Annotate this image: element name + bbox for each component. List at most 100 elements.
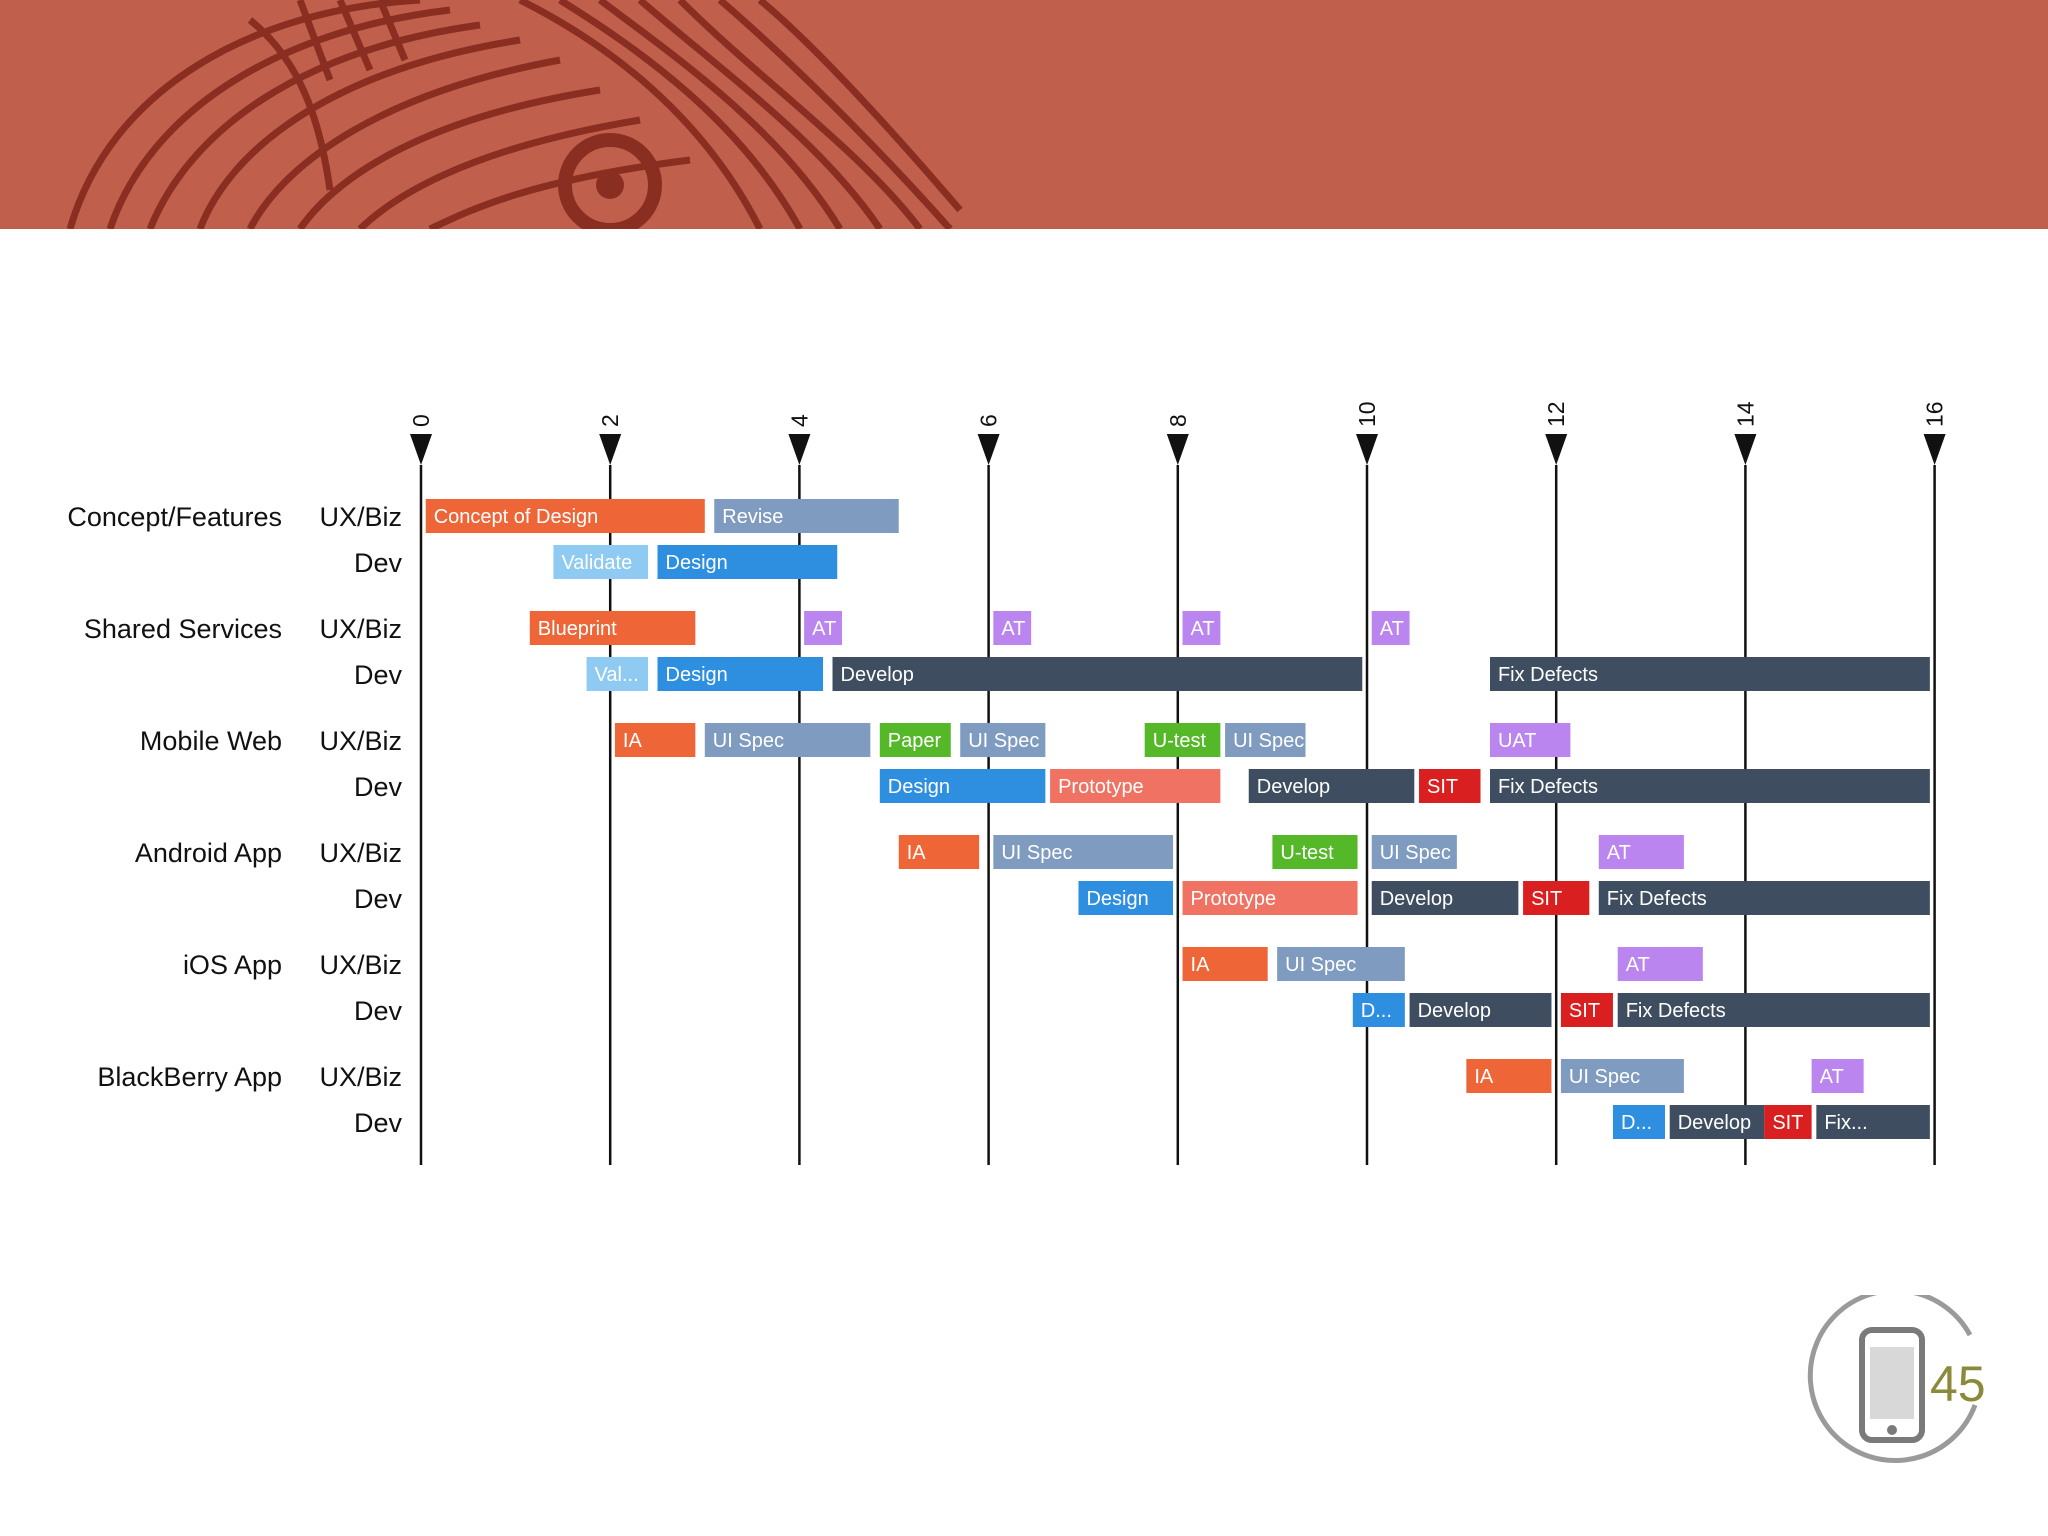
task-bar-label: UI Spec — [1233, 730, 1304, 752]
row-label: Dev — [354, 996, 403, 1026]
task-bar: Design — [657, 545, 838, 579]
task-bar: Design — [657, 657, 824, 691]
row-label: Dev — [354, 660, 403, 690]
task-bar: UI Spec — [1225, 723, 1306, 757]
banner-background — [0, 0, 2048, 229]
task-bar-rect — [1272, 835, 1358, 869]
row-label: UX/Biz — [319, 838, 402, 868]
row-label: UX/Biz — [319, 726, 402, 756]
task-bar-label: Fix Defects — [1498, 776, 1598, 798]
task-bar-label: Fix... — [1824, 1112, 1867, 1134]
task-bar-rect — [529, 611, 696, 645]
task-bar-label: UI Spec — [1569, 1066, 1640, 1088]
task-bar: Develop — [1409, 993, 1552, 1027]
task-bar-label: AT — [1820, 1066, 1844, 1088]
task-bar: AT — [1811, 1059, 1864, 1093]
task-bar-rect — [1078, 881, 1174, 915]
row-label: Dev — [354, 772, 403, 802]
task-bar: IA — [614, 723, 696, 757]
task-bar-label: AT — [1626, 954, 1650, 976]
task-bar-label: D... — [1361, 1000, 1392, 1022]
tick-label-4: 4 — [786, 414, 812, 427]
task-bar-rect — [1352, 993, 1405, 1027]
task-bar-rect — [1050, 769, 1221, 803]
task-bar: Develop — [1248, 769, 1415, 803]
task-bar-rect — [657, 657, 824, 691]
task-bar-label: IA — [623, 730, 643, 752]
task-bar-label: SIT — [1569, 1000, 1600, 1022]
task-bar-label: UI Spec — [1380, 842, 1451, 864]
task-bar: SIT — [1523, 881, 1590, 915]
task-bar-rect — [804, 611, 842, 645]
task-bar-rect — [1489, 769, 1930, 803]
timeline-ticks: 0 2 4 6 8 10 12 14 16 — [408, 401, 1948, 465]
task-bar: Develop — [1669, 1105, 1765, 1139]
task-bar-rect — [1617, 947, 1703, 981]
task-bar-rect — [1612, 1105, 1665, 1139]
task-bar-label: Develop — [1380, 888, 1453, 910]
task-bar-label: Design — [666, 552, 728, 574]
task-bar: Revise — [714, 499, 899, 533]
task-bar-rect — [1598, 881, 1930, 915]
task-bar-label: U-test — [1153, 730, 1207, 752]
task-bar-rect — [1225, 723, 1306, 757]
task-bar-label: AT — [1607, 842, 1631, 864]
task-bar-rect — [1617, 993, 1930, 1027]
task-bar-rect — [1669, 1105, 1765, 1139]
task-bar-rect — [1371, 835, 1457, 869]
task-bar-label: SIT — [1772, 1112, 1803, 1134]
tick-marker-10 — [1356, 434, 1378, 465]
task-bar-rect — [1560, 993, 1613, 1027]
task-bar-rect — [1764, 1105, 1812, 1139]
row-label: Dev — [354, 884, 403, 914]
task-bar: Fix Defects — [1489, 657, 1930, 691]
task-bar: IA — [1466, 1059, 1552, 1093]
task-bar-label: Prototype — [1058, 776, 1144, 798]
task-bar: UI Spec — [960, 723, 1046, 757]
task-bar-rect — [879, 723, 951, 757]
row-label: UX/Biz — [319, 502, 402, 532]
task-bar-rect — [553, 545, 649, 579]
group-label: Concept/Features — [67, 502, 282, 532]
task-bar-label: Develop — [1678, 1112, 1751, 1134]
task-bar-label: Fix Defects — [1626, 1000, 1726, 1022]
task-bar-label: IA — [907, 842, 927, 864]
task-bar: IA — [1182, 947, 1268, 981]
task-bar-label: D... — [1621, 1112, 1652, 1134]
task-bar-label: Concept of Design — [434, 506, 599, 528]
task-bar-rect — [993, 611, 1032, 645]
tick-marker-2 — [599, 434, 622, 465]
task-bar-label: UI Spec — [713, 730, 784, 752]
task-bar: IA — [898, 835, 980, 869]
tick-marker-12 — [1545, 434, 1568, 465]
task-bar-rect — [1466, 1059, 1552, 1093]
group-label: iOS App — [183, 950, 282, 980]
group-label: Android App — [135, 838, 282, 868]
task-bar-label: Blueprint — [538, 618, 617, 640]
shell-engraving-illustration — [66, 0, 963, 229]
task-bar: Fix... — [1816, 1105, 1930, 1139]
task-bar: D... — [1352, 993, 1405, 1027]
tick-label-16: 16 — [1922, 401, 1948, 427]
task-bar-label: UI Spec — [968, 730, 1039, 752]
task-bar-label: Develop — [1418, 1000, 1491, 1022]
task-bar-label: SIT — [1531, 888, 1562, 910]
task-bar-rect — [1182, 947, 1268, 981]
task-bar-label: Paper — [888, 730, 942, 752]
tick-marker-0 — [410, 434, 432, 465]
tick-marker-8 — [1166, 434, 1189, 465]
task-bar: D... — [1612, 1105, 1665, 1139]
task-bar-rect — [1182, 881, 1358, 915]
task-bar-label: UI Spec — [1285, 954, 1356, 976]
task-bar: Blueprint — [529, 611, 696, 645]
group-label: Shared Services — [84, 614, 282, 644]
badge-ring — [1807, 1295, 1978, 1463]
task-bar: AT — [1371, 611, 1410, 645]
task-bar-label: Develop — [841, 664, 914, 686]
task-bar-label: IA — [1191, 954, 1211, 976]
tick-marker-14 — [1734, 434, 1757, 465]
task-bar-label: Fix Defects — [1498, 664, 1598, 686]
tick-label-12: 12 — [1543, 401, 1569, 427]
tick-label-2: 2 — [597, 414, 623, 427]
